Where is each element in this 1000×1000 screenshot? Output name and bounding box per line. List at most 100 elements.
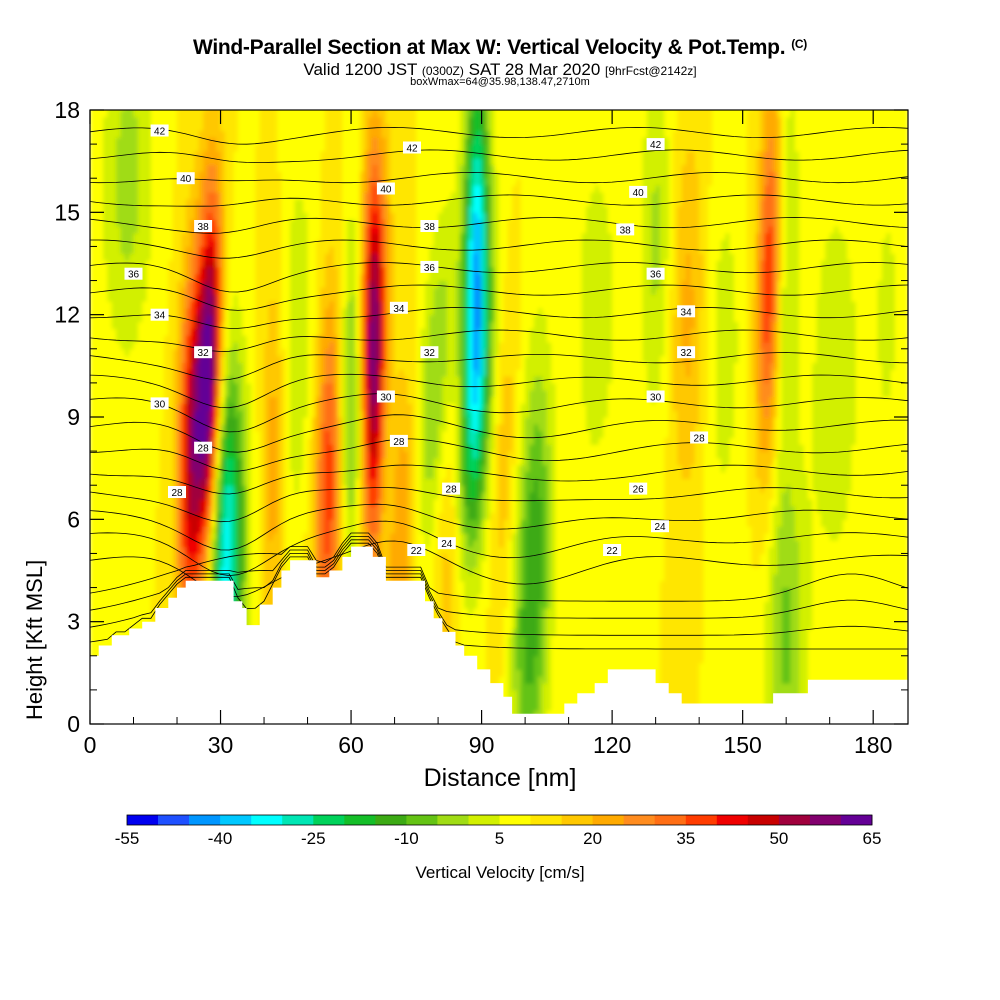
theta-label: 40 <box>629 185 648 199</box>
colorbar-swatch <box>592 815 624 825</box>
theta-label: 28 <box>442 482 461 496</box>
colorbar-swatch <box>809 815 842 825</box>
theta-label: 30 <box>376 390 395 404</box>
colorbar-swatch <box>189 815 221 825</box>
theta-label-text: 26 <box>633 485 645 496</box>
theta-label-text: 38 <box>424 222 436 233</box>
theta-label: 42 <box>403 141 421 155</box>
theta-contour-line <box>90 262 908 293</box>
colorbar-swatch <box>716 815 749 825</box>
theta-label: 34 <box>150 308 169 322</box>
theta-contour-line <box>90 239 908 259</box>
theta-label-text: 42 <box>650 140 662 151</box>
theta-label-text: 38 <box>620 225 632 236</box>
x-tick-label: 30 <box>208 732 234 758</box>
theta-label-text: 40 <box>633 188 645 199</box>
theta-label-text: 28 <box>171 488 183 499</box>
theta-label: 36 <box>420 260 439 274</box>
theta-contours <box>90 126 908 650</box>
x-tick-label: 60 <box>338 732 364 758</box>
theta-label-text: 32 <box>198 348 210 359</box>
theta-contour-line <box>90 352 908 381</box>
theta-label-text: 28 <box>198 444 210 455</box>
theta-label: 24 <box>651 520 669 533</box>
theta-label-text: 30 <box>154 399 166 410</box>
valid-date: SAT 28 Mar 2020 <box>468 60 601 79</box>
theta-label-text: 22 <box>607 546 619 557</box>
theta-contour-line <box>90 373 908 409</box>
theta-label: 40 <box>176 172 195 185</box>
theta-label-text: 34 <box>393 304 405 315</box>
theta-contour-line <box>90 284 908 311</box>
theta-label: 28 <box>389 434 408 448</box>
theta-contour-line <box>90 536 908 619</box>
theta-label-text: 28 <box>446 485 458 496</box>
theta-label-text: 24 <box>441 539 453 550</box>
title-text: Wind-Parallel Section at Max W: Vertical… <box>193 36 786 59</box>
colorbar-tick-label: 35 <box>676 829 695 848</box>
x-axis-label: Distance [nm] <box>423 764 577 792</box>
theta-contour-line <box>90 149 908 164</box>
theta-label: 28 <box>194 441 213 455</box>
colorbar-swatch <box>158 815 190 825</box>
x-tick-label: 180 <box>854 732 892 758</box>
theta-label: 26 <box>629 482 648 496</box>
valid-time: Valid 1200 JST <box>303 60 418 79</box>
theta-label: 28 <box>690 431 709 445</box>
theta-label: 28 <box>168 486 186 499</box>
theta-contour-line <box>90 329 908 352</box>
theta-contour-line <box>90 542 908 650</box>
theta-label-text: 40 <box>180 174 192 185</box>
theta-label-text: 36 <box>424 263 436 274</box>
colorbar-tick-label: -40 <box>208 829 233 848</box>
theta-label: 38 <box>616 223 635 236</box>
colorbar-swatch <box>747 815 780 825</box>
y-tick-label: 18 <box>54 97 80 123</box>
theta-label: 38 <box>420 220 439 233</box>
colorbar-swatch <box>468 815 500 825</box>
x-tick-label: 0 <box>84 732 97 758</box>
chart-title: Wind-Parallel Section at Max W: Vertical… <box>0 36 1000 60</box>
theta-label: 38 <box>194 220 213 233</box>
theta-label-text: 32 <box>681 348 693 359</box>
colorbar-swatch <box>406 815 438 825</box>
theta-label-text: 28 <box>393 437 405 448</box>
theta-label: 22 <box>603 544 622 557</box>
colorbar-tick-label: 65 <box>863 829 882 848</box>
theta-contour-line <box>90 393 908 433</box>
colorbar-swatch <box>344 815 376 825</box>
theta-label-text: 40 <box>380 185 392 196</box>
x-tick-label: 120 <box>593 732 631 758</box>
theta-label-text: 32 <box>424 348 436 359</box>
y-tick-label: 3 <box>67 609 80 635</box>
theta-label-text: 42 <box>154 127 166 138</box>
box-wmax-info: boxWmax=64@35.98,138.47,2710m <box>410 76 590 88</box>
colorbar-swatch <box>778 815 811 825</box>
theta-contour-line <box>90 532 908 602</box>
colorbar-swatch <box>654 815 687 825</box>
theta-label-text: 30 <box>380 393 392 404</box>
theta-label: 40 <box>376 182 395 196</box>
theta-contour-line <box>90 194 908 207</box>
theta-label-text: 42 <box>406 144 418 155</box>
theta-label-text: 30 <box>650 393 662 404</box>
theta-label-text: 22 <box>411 546 423 557</box>
colorbar-swatch <box>623 815 656 825</box>
colorbar-swatch <box>375 815 407 825</box>
theta-label: 36 <box>646 267 665 281</box>
theta-contour-labels: 42 42 42 40 40 40 38 38 38 36 36 36 34 34 34 32 32 32 30 30… <box>124 124 709 557</box>
theta-contour-line <box>90 438 908 472</box>
theta-contour-line <box>90 414 908 453</box>
colorbar-swatch <box>437 815 469 825</box>
theta-label: 42 <box>646 138 665 151</box>
theta-label-text: 24 <box>654 522 666 533</box>
theta-label: 34 <box>677 305 696 318</box>
theta-label-text: 34 <box>154 311 166 322</box>
colorbar-swatch <box>499 815 531 825</box>
colorbar-swatch <box>313 815 345 825</box>
colorbar-tick-label: 50 <box>769 829 788 848</box>
colorbar-label: Vertical Velocity [cm/s] <box>415 863 585 882</box>
theta-contour-line <box>90 539 908 636</box>
